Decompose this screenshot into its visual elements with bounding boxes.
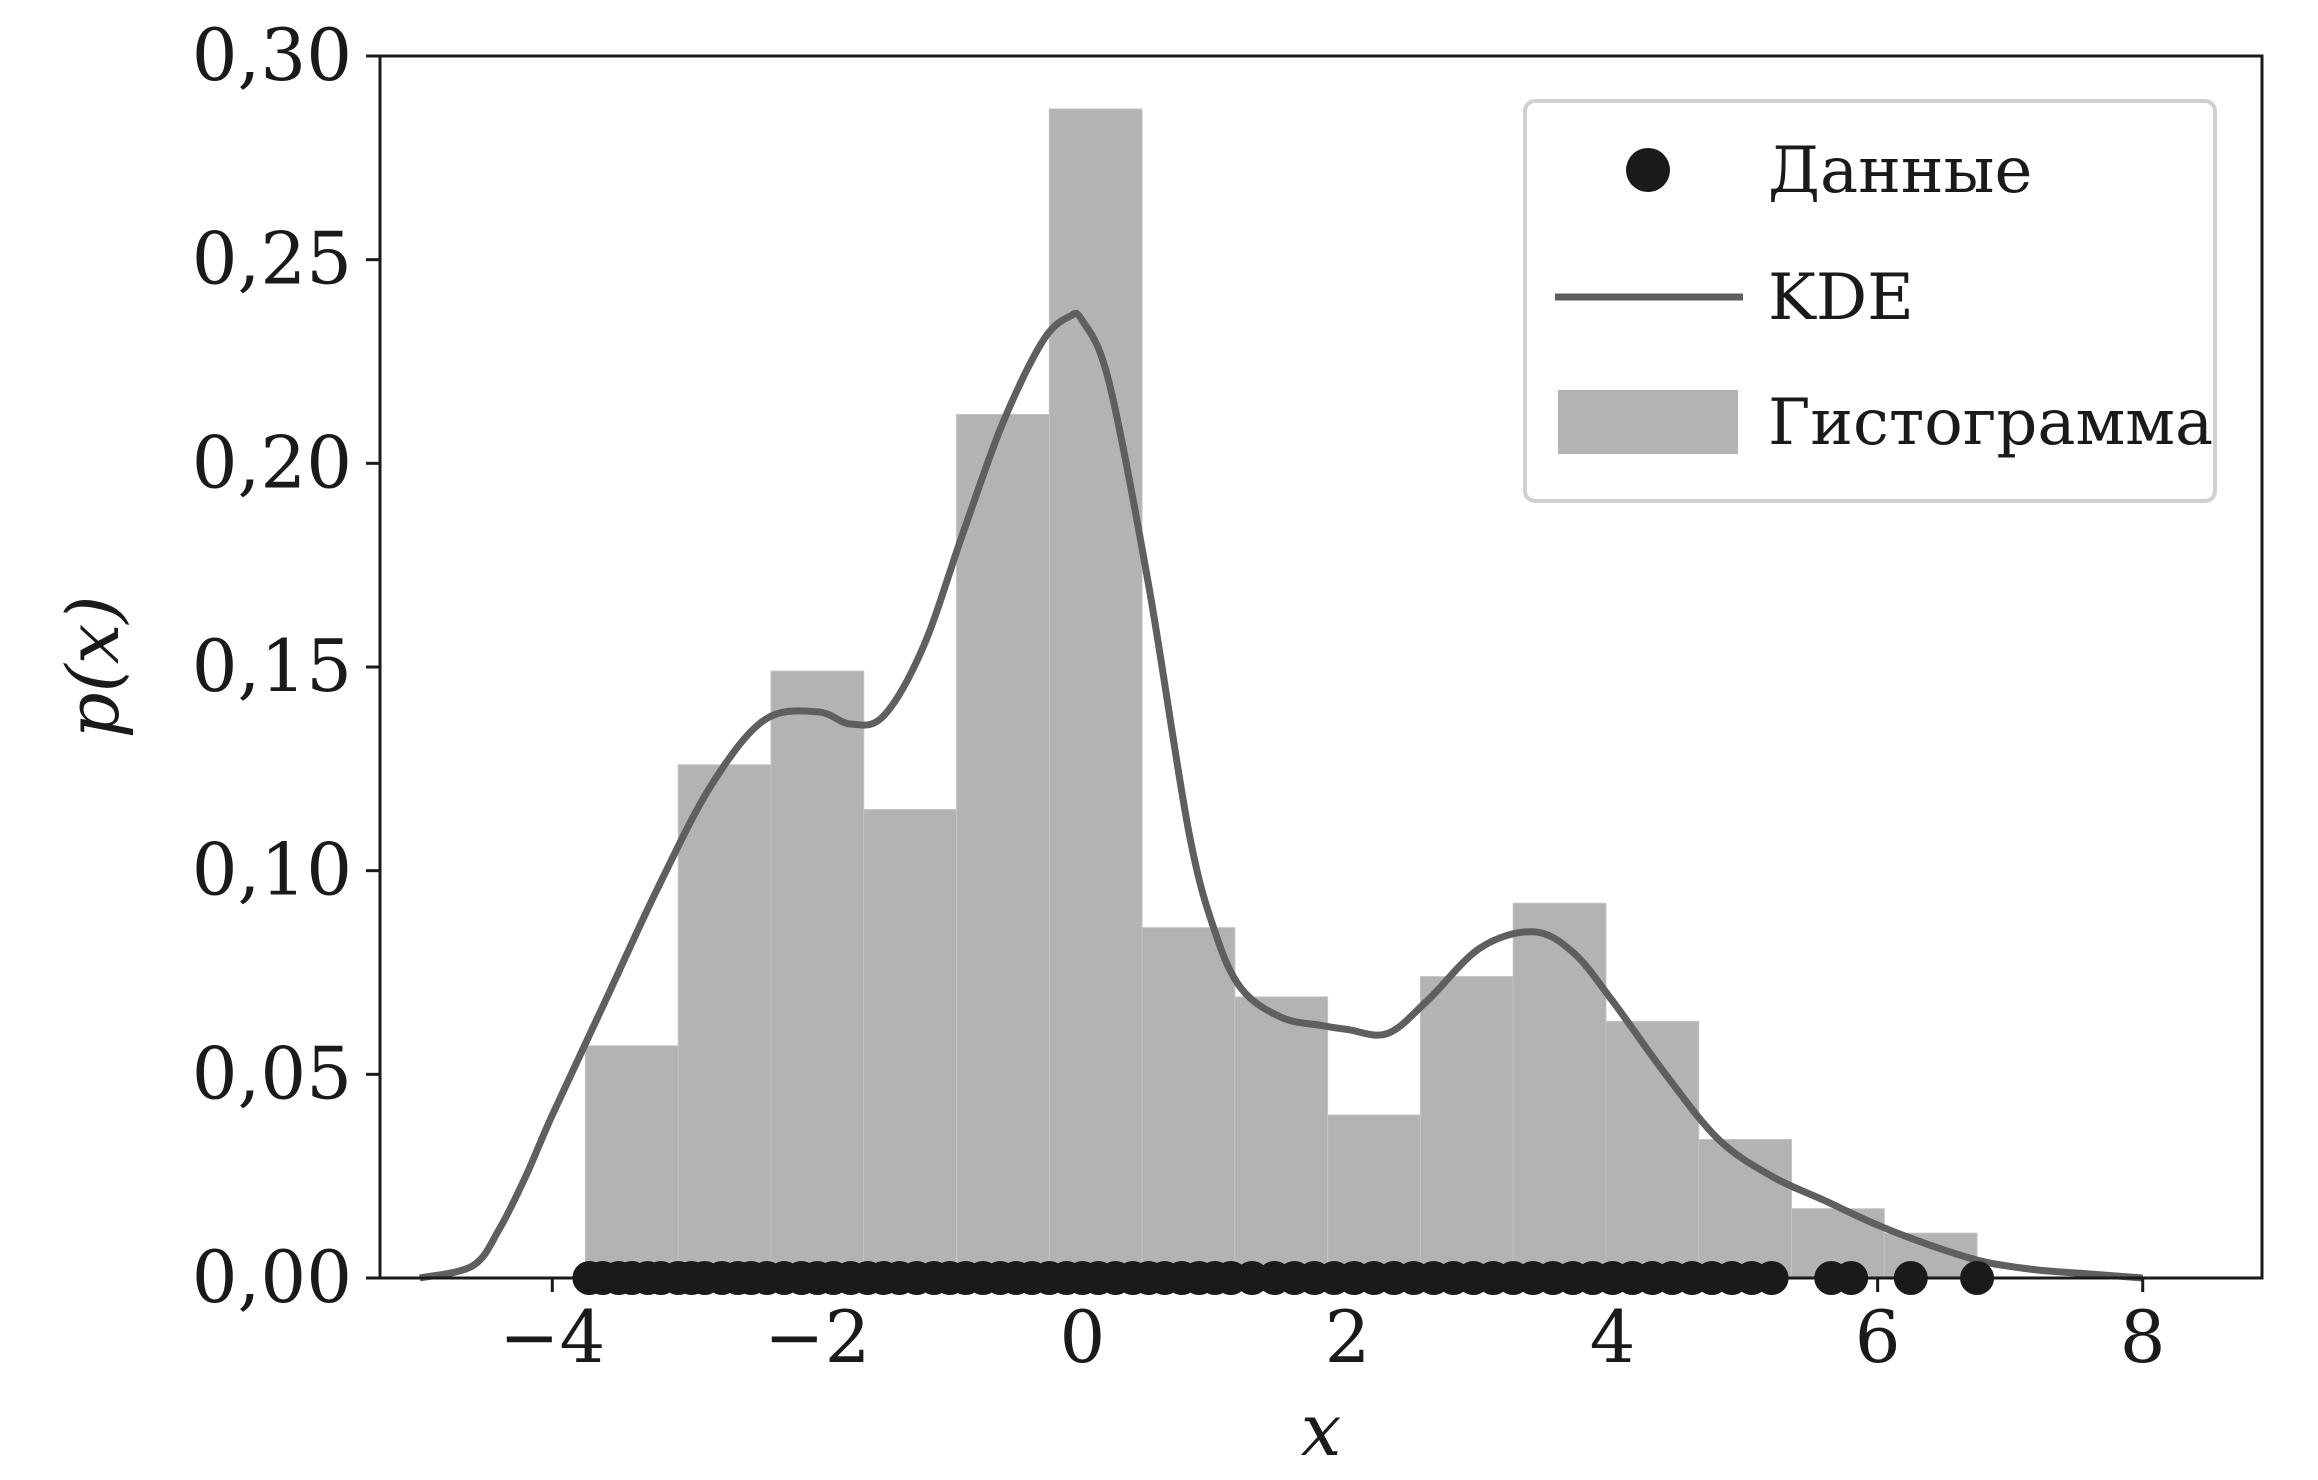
histogram-bar-8 — [1327, 1114, 1421, 1279]
y-tick-label-0: 0,00 — [192, 1235, 352, 1319]
x-tick-label-5: 6 — [1855, 1295, 1901, 1379]
y-tick-label-2: 0,10 — [192, 828, 352, 912]
histogram-bar-2 — [770, 670, 865, 1279]
legend-dot-marker — [1626, 148, 1670, 192]
x-tick-label-1: −2 — [764, 1295, 870, 1379]
x-tick-label-3: 2 — [1325, 1295, 1371, 1379]
histogram-bar-7 — [1234, 996, 1329, 1279]
y-tick-label-1: 0,05 — [192, 1031, 352, 1115]
histogram-bar-9 — [1419, 976, 1514, 1279]
legend-patch-marker — [1558, 390, 1738, 454]
x-axis-label: x — [1301, 1388, 1342, 1472]
y-tick-label-4: 0,20 — [192, 420, 352, 504]
x-tick-label-0: −4 — [499, 1295, 605, 1379]
histogram-bar-1 — [677, 764, 772, 1279]
x-axis-ticks: −4 −2 0 2 4 6 8 — [499, 1278, 2166, 1379]
y-tick-label-3: 0,15 — [192, 624, 352, 708]
y-axis-label: p(x) — [51, 596, 135, 739]
y-axis-label-group: p(x) — [51, 596, 135, 739]
kde-line — [418, 309, 2143, 1282]
y-tick-label-6: 0,30 — [192, 13, 352, 97]
histogram-bar-4 — [956, 413, 1050, 1279]
x-tick-label-4: 4 — [1590, 1295, 1636, 1379]
legend-label-2: Гистограмма — [1768, 386, 2213, 460]
histogram-bars — [584, 108, 1978, 1279]
histogram-bar-5 — [1048, 108, 1143, 1279]
y-axis-ticks: 0,00 0,05 0,10 0,15 0,20 0,25 0,30 — [192, 13, 380, 1319]
histogram-bar-3 — [863, 809, 958, 1279]
legend-label-1: KDE — [1768, 261, 1914, 335]
legend: Данные KDE Гистограмма — [1523, 99, 2217, 503]
histogram-bar-6 — [1141, 927, 1236, 1279]
histogram-bar-10 — [1512, 902, 1607, 1279]
legend-label-0: Данные — [1768, 134, 2032, 208]
x-tick-label-6: 8 — [2120, 1295, 2166, 1379]
histogram-bar-11 — [1605, 1020, 1700, 1279]
kde-series — [418, 309, 2143, 1282]
y-tick-label-5: 0,25 — [192, 217, 352, 301]
x-tick-label-2: 0 — [1060, 1295, 1106, 1379]
histogram-bar-0 — [584, 1045, 679, 1279]
